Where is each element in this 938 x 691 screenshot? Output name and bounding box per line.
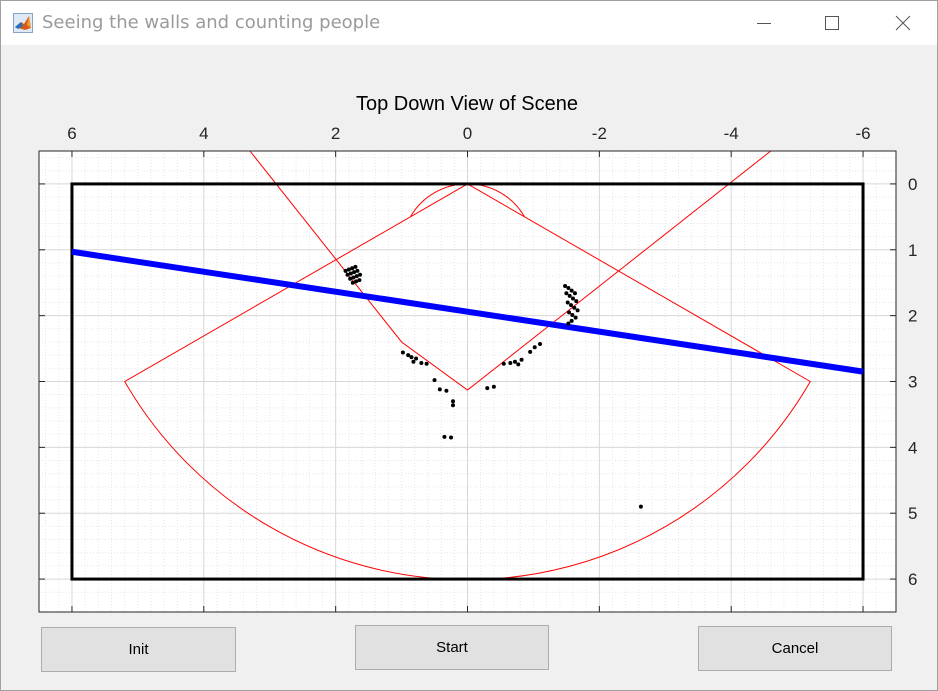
detection-point xyxy=(532,345,537,350)
maximize-button[interactable] xyxy=(809,1,855,45)
detection-point xyxy=(563,284,568,289)
detection-point xyxy=(343,268,348,273)
start-button[interactable]: Start xyxy=(355,625,549,670)
detection-point xyxy=(432,378,437,383)
detection-point xyxy=(538,341,543,346)
minimize-icon xyxy=(757,23,771,24)
detection-point xyxy=(348,271,353,276)
detection-point xyxy=(572,305,577,310)
detection-point xyxy=(352,270,357,275)
x-tick-label: 2 xyxy=(331,124,340,143)
scene-plot: 6 4 2 0 -2 -4 -6 0 1 2 3 4 5 6 Top Down View of Scene xyxy=(38,93,917,613)
detection-point xyxy=(411,359,416,364)
detection-point xyxy=(354,274,359,279)
detection-point xyxy=(406,353,411,358)
x-tick-label: 6 xyxy=(67,124,76,143)
detection-point xyxy=(570,312,575,317)
y-tick-label: 3 xyxy=(908,373,917,392)
init-button[interactable]: Init xyxy=(41,627,236,672)
detection-point xyxy=(357,278,362,283)
title-bar[interactable]: Seeing the walls and counting people xyxy=(1,1,937,45)
detection-point xyxy=(351,275,356,280)
room-boundary xyxy=(70,182,865,581)
detection-point xyxy=(449,435,454,440)
detected-wall-line xyxy=(71,248,864,375)
x-tick-label: -6 xyxy=(855,124,870,143)
detection-point xyxy=(568,303,573,308)
detection-point xyxy=(350,280,355,285)
detection-point xyxy=(437,387,442,392)
plot-content xyxy=(70,151,865,581)
close-button[interactable] xyxy=(880,1,926,45)
detection-point xyxy=(424,361,429,366)
y-tick-label: 6 xyxy=(908,570,917,589)
y-tick-label: 0 xyxy=(908,175,917,194)
cancel-button[interactable]: Cancel xyxy=(698,626,892,671)
x-tick-label: -4 xyxy=(724,124,739,143)
detection-point xyxy=(485,386,490,391)
detection-point xyxy=(450,399,455,404)
detection-point xyxy=(512,359,517,364)
maximize-icon xyxy=(825,16,839,30)
detection-point xyxy=(501,361,506,366)
detection-point xyxy=(569,288,574,293)
detection-point xyxy=(355,268,360,273)
x-tick-label: 0 xyxy=(463,124,472,143)
fov-boundary-line xyxy=(467,151,772,391)
detection-point xyxy=(566,285,571,290)
y-tick-label: 1 xyxy=(908,241,917,260)
matlab-icon xyxy=(13,13,33,33)
detection-point xyxy=(572,291,577,296)
detection-point xyxy=(565,300,570,305)
detection-point xyxy=(350,266,355,271)
x-tick-label: 4 xyxy=(199,124,208,143)
detection-point xyxy=(573,315,578,320)
detection-point xyxy=(575,308,580,313)
detection-point xyxy=(442,434,447,439)
minimize-button[interactable] xyxy=(741,1,787,45)
detection-point xyxy=(564,291,569,296)
detection-point xyxy=(519,357,524,362)
y-tick-label: 4 xyxy=(908,438,917,457)
y-tick-label: 5 xyxy=(908,504,917,523)
detection-point xyxy=(348,276,353,281)
detection-point xyxy=(414,356,419,361)
detection-point xyxy=(574,299,579,304)
detection-point xyxy=(638,504,643,509)
detection-point xyxy=(567,293,572,298)
detection-point xyxy=(353,264,358,269)
window-title: Seeing the walls and counting people xyxy=(42,12,381,33)
detection-point xyxy=(354,279,359,284)
fov-boundary-line xyxy=(249,151,468,391)
close-icon xyxy=(895,15,911,31)
detection-point xyxy=(409,355,414,360)
detection-point xyxy=(566,321,571,326)
detection-point xyxy=(567,310,572,315)
detection-point xyxy=(508,361,513,366)
x-tick-label: -2 xyxy=(592,124,607,143)
detection-point xyxy=(345,272,350,277)
detection-point xyxy=(358,272,363,277)
chart-title: Top Down View of Scene xyxy=(356,93,578,115)
detection-point xyxy=(528,349,533,354)
detection-point xyxy=(450,403,455,408)
detection-point xyxy=(400,350,405,355)
detection-point xyxy=(444,388,449,393)
detection-point xyxy=(491,384,496,389)
detection-point xyxy=(516,362,521,367)
detection-point xyxy=(419,361,424,366)
y-tick-label: 2 xyxy=(908,307,917,326)
detection-point xyxy=(570,296,575,301)
detection-point xyxy=(346,267,351,272)
detection-point xyxy=(569,318,574,323)
